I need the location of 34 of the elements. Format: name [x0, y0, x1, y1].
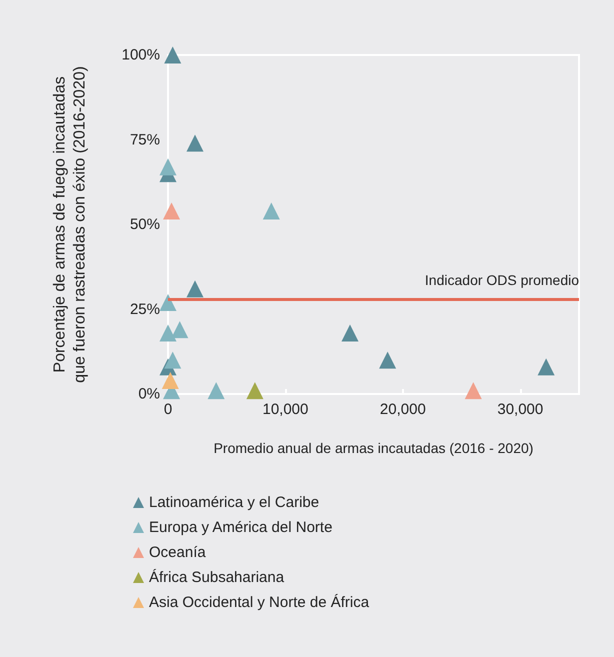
legend-label: Oceanía — [149, 544, 206, 561]
y-tick-label: 75% — [130, 131, 160, 148]
y-tick-label: 100% — [122, 46, 160, 64]
y-axis-title: Porcentaje de armas de fuego incautadas que fueron rastreadas con éxito (2016-2020) — [52, 66, 88, 383]
legend-label: Latinoamérica y el Caribe — [149, 494, 320, 511]
y-tick-label: 25% — [130, 300, 160, 318]
point — [162, 372, 179, 389]
point — [163, 202, 180, 220]
point — [164, 352, 182, 369]
x-axis-title: Promedio anual de armas incautadas (2016 - 2020) — [214, 440, 534, 456]
point — [262, 202, 280, 220]
x-tick-label: 20,000 — [380, 401, 426, 418]
point — [160, 158, 176, 176]
ref-line-label: Indicador ODS promedio — [424, 272, 580, 288]
point — [164, 46, 182, 64]
point — [538, 358, 555, 376]
x-tick-label: 10,000 — [262, 401, 308, 418]
point — [186, 134, 204, 152]
point — [171, 321, 188, 338]
y-tick-label: 50% — [130, 216, 160, 233]
legend-label: Asia Occidental y Norte de África — [149, 593, 370, 611]
point — [208, 382, 225, 400]
legend-label: África Subsahariana — [149, 568, 285, 586]
x-tick-label: 30,000 — [497, 401, 544, 418]
point — [246, 382, 264, 400]
point — [342, 324, 359, 342]
point — [464, 382, 482, 400]
point — [379, 352, 396, 369]
legend-label: Europa y América del Norte — [149, 519, 332, 536]
x-tick-label: 0 — [164, 401, 172, 418]
point — [186, 280, 204, 298]
point — [160, 294, 176, 311]
point — [160, 324, 176, 342]
y-tick-label: 0% — [138, 386, 160, 402]
